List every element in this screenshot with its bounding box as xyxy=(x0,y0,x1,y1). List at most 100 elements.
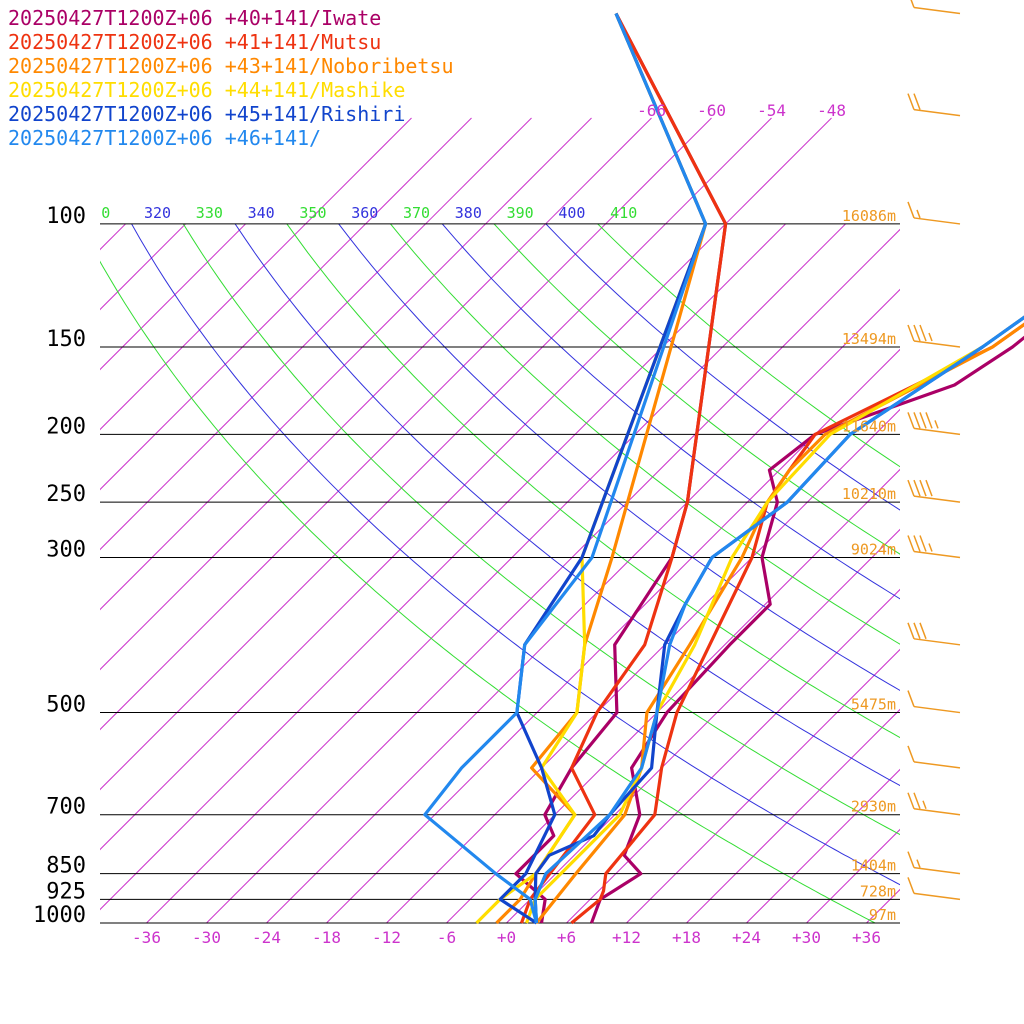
isotherm-line xyxy=(365,117,472,225)
wind-barb xyxy=(907,690,961,714)
temperature-line-4 xyxy=(533,315,1024,924)
wind-barb xyxy=(907,93,961,117)
isotherm-line xyxy=(746,768,900,923)
legend-entry: 20250427T1200Z+06 +40+141/Iwate xyxy=(8,6,382,30)
wind-barb xyxy=(907,412,961,436)
height-label: 9024m xyxy=(851,540,896,558)
isotherm-line xyxy=(100,224,546,671)
x-tick-label: +18 xyxy=(672,928,701,947)
isotherm-line xyxy=(866,888,900,923)
height-label: 2930m xyxy=(851,798,896,816)
height-label: 1404m xyxy=(851,857,896,875)
pressure-label: 100 xyxy=(46,204,86,229)
legend-entry: 20250427T1200Z+06 +46+141/ xyxy=(8,126,322,150)
isotherm-line xyxy=(100,224,726,851)
x-tick-label: -6 xyxy=(437,928,456,947)
x-tick-label: -12 xyxy=(372,928,401,947)
dewpoint-line-2 xyxy=(495,12,708,925)
pressure-label: 250 xyxy=(46,482,86,507)
x-tick-label: +30 xyxy=(792,928,821,947)
isotherm-line xyxy=(0,224,6,923)
isotherm-line xyxy=(100,224,366,491)
temperature-line-0 xyxy=(589,335,1024,924)
x-tick-label: -18 xyxy=(312,928,341,947)
isotherm-line xyxy=(605,117,712,225)
legend-entry: 20250427T1200Z+06 +45+141/Rishiri xyxy=(8,102,406,126)
isobar-lines xyxy=(100,223,900,924)
wind-barbs xyxy=(907,0,961,901)
dry-adiabat-line xyxy=(441,224,900,600)
theta-label: 360 xyxy=(351,204,378,222)
dry-adiabat-line xyxy=(131,224,900,886)
dry-adiabat-line xyxy=(597,224,900,468)
isotherm-line xyxy=(665,117,772,225)
height-label: 10210m xyxy=(842,485,896,503)
x-tick-label: +36 xyxy=(852,928,881,947)
isotherm-line xyxy=(100,224,606,731)
isotherm-line xyxy=(545,117,652,225)
temperature-line-3 xyxy=(524,315,1024,924)
isotherm-line xyxy=(146,224,846,923)
pressure-label: 300 xyxy=(46,537,86,562)
dry-adiabat-line xyxy=(389,224,900,645)
wind-barb xyxy=(907,745,961,769)
isotherm-line xyxy=(100,224,786,911)
isotherm-line xyxy=(266,288,900,923)
legend-entry: 20250427T1200Z+06 +44+141/Mashike xyxy=(8,78,406,102)
wind-barb xyxy=(910,0,961,15)
top-temp-label: -48 xyxy=(817,101,846,120)
height-label: 16086m xyxy=(842,207,896,225)
theta-label: 390 xyxy=(507,204,534,222)
pressure-label: 150 xyxy=(46,327,86,352)
dry-adiabat-line xyxy=(493,224,900,555)
dry-adiabat-line xyxy=(338,224,900,692)
top-temp-label: -54 xyxy=(757,101,786,120)
temperature-line-1 xyxy=(570,322,1024,925)
temperature-line-2 xyxy=(535,322,1024,924)
theta-label: 380 xyxy=(455,204,482,222)
theta-label: 370 xyxy=(403,204,430,222)
axis-labels: 100 16086m 150 13494m 200 11640m 250 10210m 300 9… xyxy=(33,101,896,947)
isotherm-line xyxy=(566,588,900,923)
pressure-label: 700 xyxy=(46,795,86,820)
isotherm-line xyxy=(485,117,592,225)
theta-label: 0 xyxy=(101,204,110,222)
isotherm-line xyxy=(425,117,532,225)
x-tick-label: -36 xyxy=(132,928,161,947)
pressure-label: 500 xyxy=(46,693,86,718)
dry-adiabat-line xyxy=(234,224,900,787)
isotherm-line xyxy=(386,408,900,923)
isotherm-line xyxy=(100,224,306,431)
x-tick-label: +12 xyxy=(612,928,641,947)
top-temp-label: -66 xyxy=(637,101,666,120)
isotherm-line xyxy=(100,224,186,311)
legend: 20250427T1200Z+06 +40+141/Iwate 20250427T… xyxy=(8,6,454,150)
theta-label: 340 xyxy=(248,204,275,222)
isotherm-line xyxy=(446,468,900,923)
theta-label: 330 xyxy=(196,204,223,222)
theta-label: 320 xyxy=(144,204,171,222)
height-label: 11640m xyxy=(842,417,896,435)
wind-barb xyxy=(907,792,961,816)
wind-barb xyxy=(907,622,961,646)
wind-barb xyxy=(907,535,961,559)
theta-label: 410 xyxy=(610,204,637,222)
height-label: 5475m xyxy=(851,696,896,714)
pressure-label: 925 xyxy=(46,879,86,904)
dewpoint-line-5 xyxy=(423,12,708,924)
wind-barb xyxy=(907,324,961,348)
temperature-line-5 xyxy=(533,315,1024,924)
theta-label: 350 xyxy=(299,204,326,222)
isotherm-line xyxy=(100,224,426,551)
dry-adiabat-line xyxy=(286,224,900,739)
pressure-label: 200 xyxy=(46,414,86,439)
top-temp-label: -60 xyxy=(697,101,726,120)
isotherm-line xyxy=(100,224,486,611)
isotherm-lines-upper xyxy=(305,117,832,225)
wind-barb xyxy=(907,851,961,875)
x-tick-label: +24 xyxy=(732,928,761,947)
isotherm-line xyxy=(626,648,900,923)
dry-adiabat-line xyxy=(182,224,900,836)
height-label: 13494m xyxy=(842,330,896,348)
